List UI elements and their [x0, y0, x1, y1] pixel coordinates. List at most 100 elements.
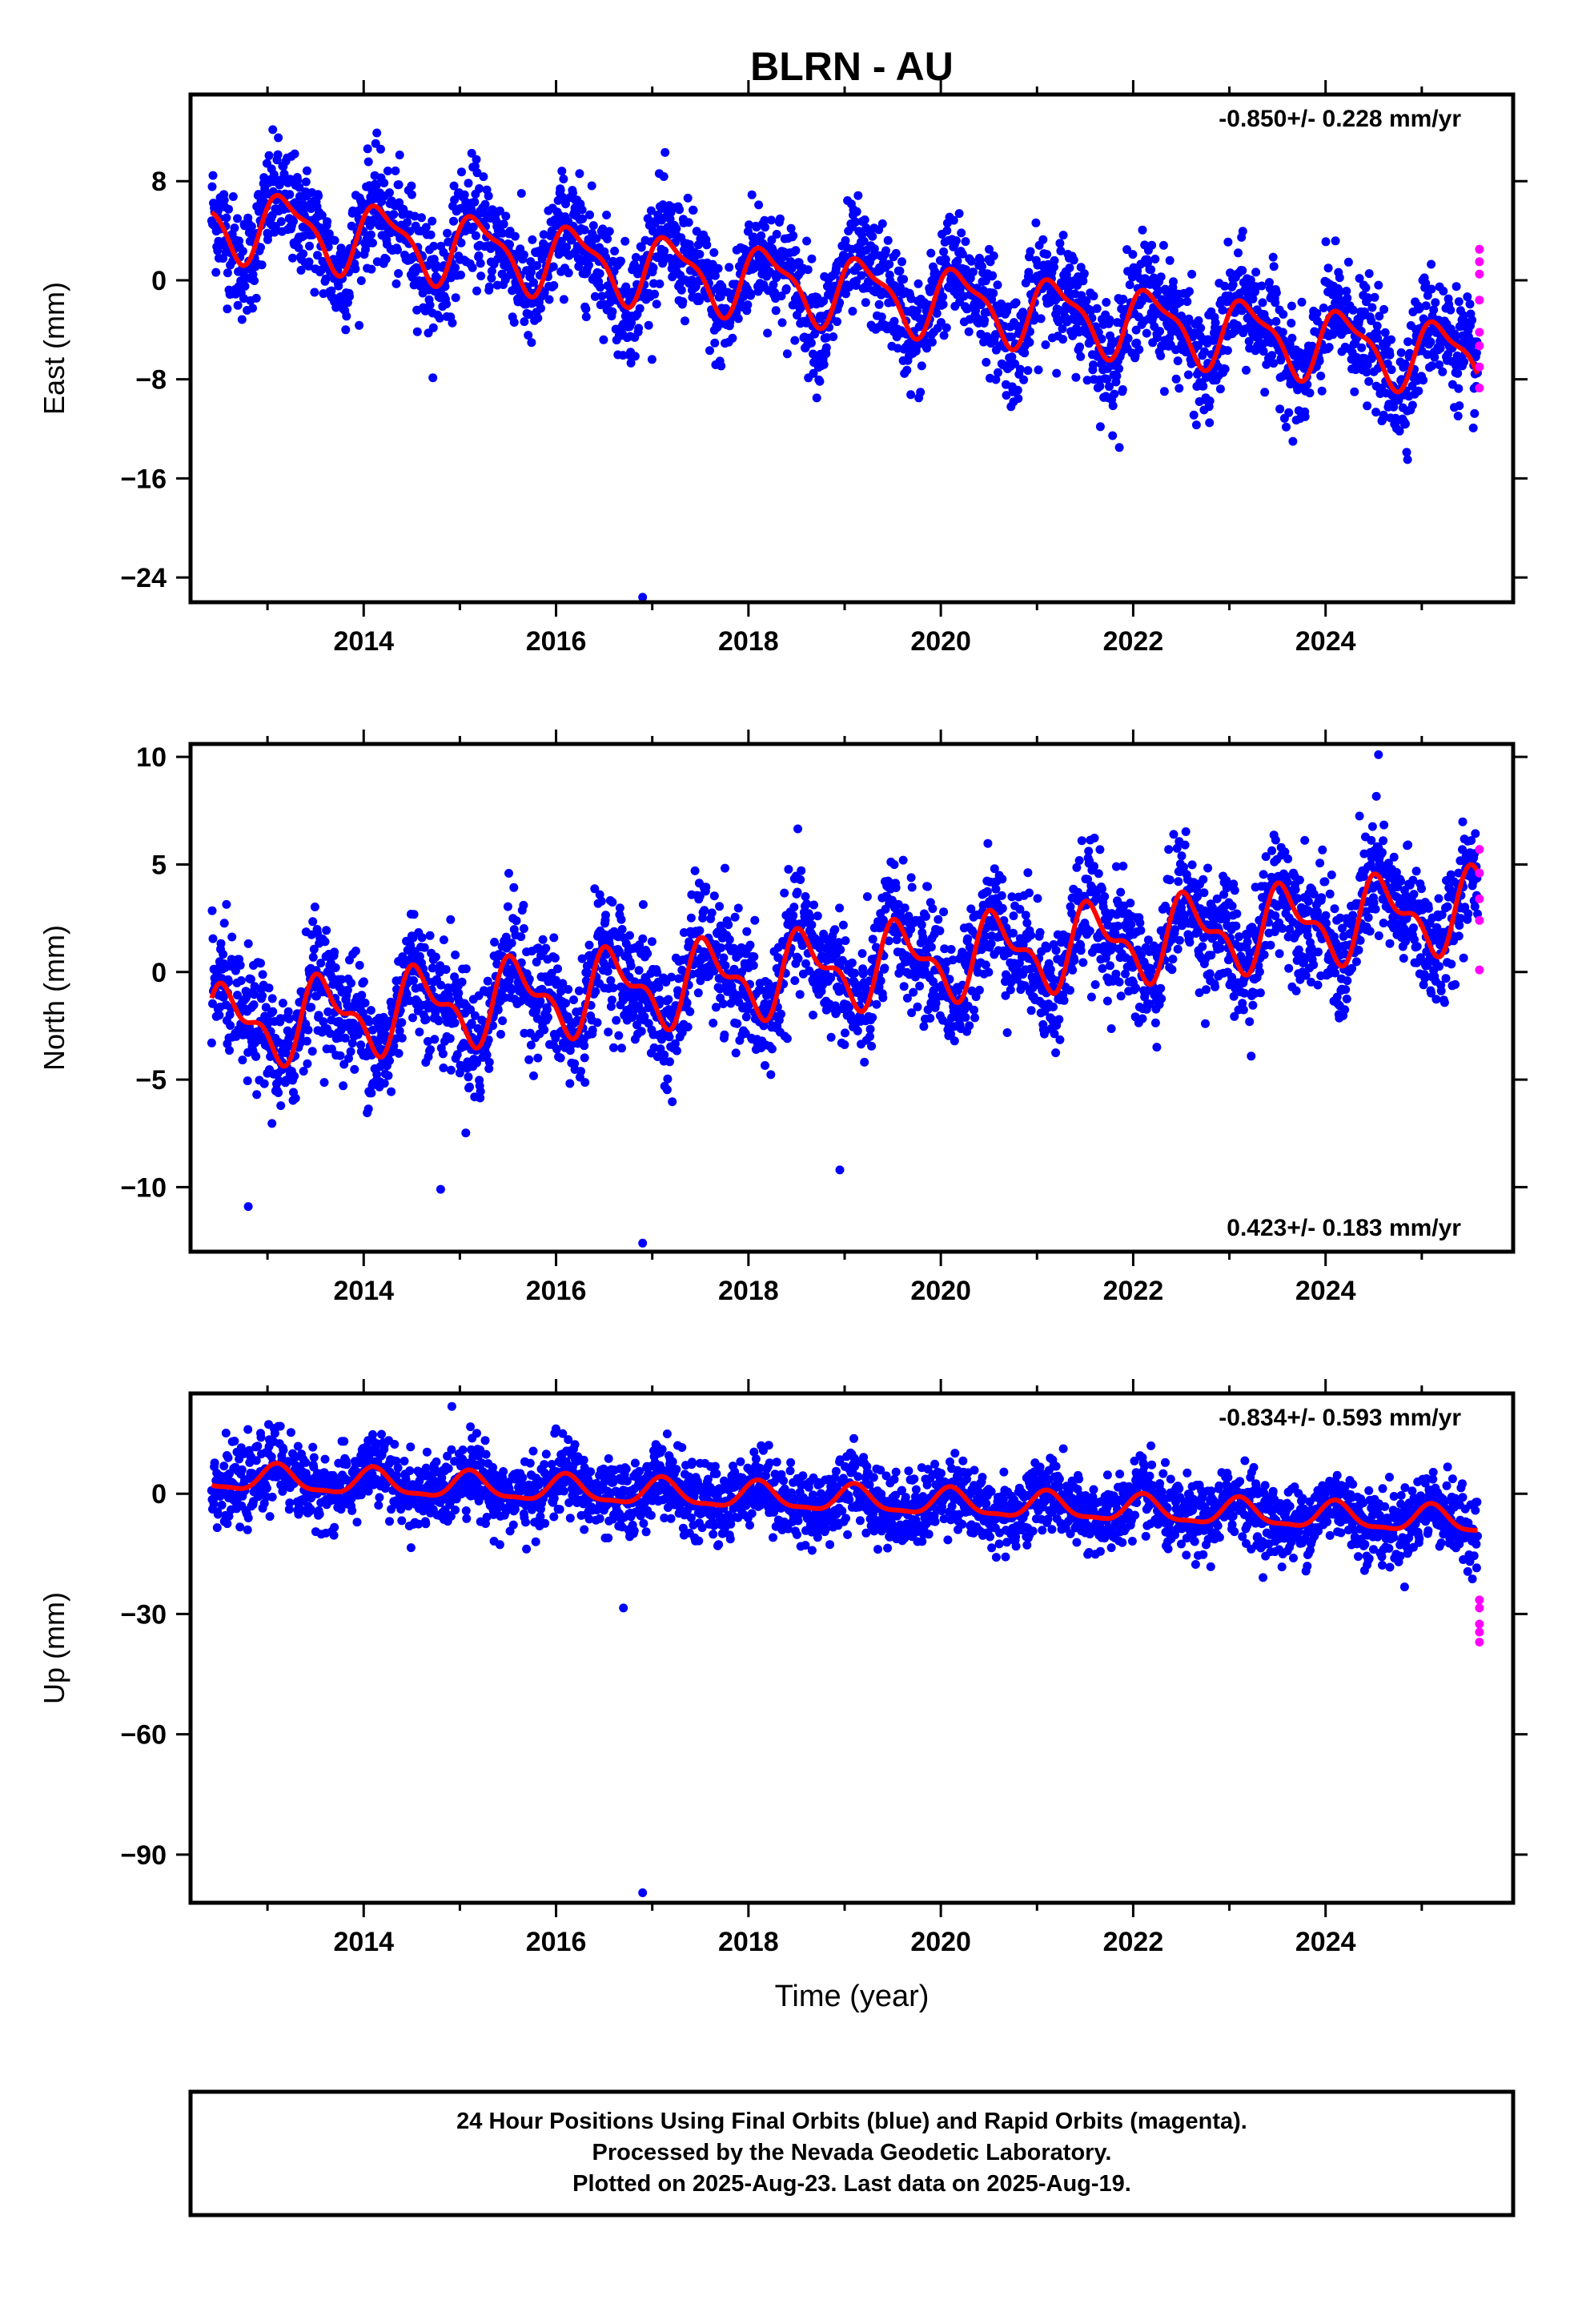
data-point — [1131, 325, 1141, 335]
data-point — [567, 235, 576, 245]
data-point — [436, 980, 446, 990]
data-point — [224, 977, 233, 987]
data-point — [787, 263, 797, 273]
data-point — [1159, 387, 1169, 396]
data-point — [786, 223, 796, 233]
data-point — [927, 337, 937, 347]
data-point — [339, 1081, 348, 1091]
data-point — [730, 912, 740, 922]
data-point — [299, 1067, 308, 1076]
data-point — [937, 318, 946, 328]
data-point — [1300, 412, 1310, 421]
data-point — [498, 1016, 508, 1026]
data-point — [321, 274, 331, 283]
data-point — [1421, 301, 1431, 311]
data-point — [519, 900, 528, 910]
data-point — [665, 1057, 674, 1067]
data-point — [764, 979, 773, 988]
data-point — [833, 317, 841, 327]
data-point — [559, 295, 568, 304]
data-point — [1402, 448, 1411, 457]
data-point — [695, 926, 705, 935]
data-point — [1014, 394, 1023, 404]
data-point — [323, 1007, 333, 1016]
data-point — [366, 1006, 375, 1015]
data-point — [672, 224, 681, 233]
data-point — [1068, 331, 1078, 340]
data-point — [1134, 345, 1144, 354]
data-point — [1026, 247, 1035, 256]
data-point — [942, 226, 952, 235]
data-point — [590, 292, 600, 301]
data-point — [450, 195, 460, 205]
data-point — [526, 1040, 536, 1050]
data-point — [358, 1008, 367, 1018]
data-point — [383, 167, 392, 175]
y-tick-label: −24 — [120, 563, 167, 593]
data-point — [692, 227, 701, 236]
data-point — [327, 286, 336, 296]
data-point — [884, 936, 893, 946]
data-point — [1082, 376, 1092, 385]
data-point — [1009, 928, 1018, 938]
data-point — [587, 181, 596, 191]
data-point — [847, 958, 857, 967]
data-point — [330, 947, 339, 957]
data-point — [883, 235, 893, 245]
data-point — [1379, 410, 1388, 420]
data-point — [557, 167, 567, 176]
data-point — [509, 883, 519, 892]
data-point — [674, 974, 684, 983]
data-point — [371, 180, 381, 190]
data-point — [251, 293, 261, 303]
data-point — [1259, 347, 1268, 356]
data-point — [356, 276, 366, 285]
data-point — [299, 249, 308, 259]
data-point — [1006, 332, 1016, 342]
data-point — [305, 241, 314, 251]
data-point — [898, 855, 908, 865]
data-point — [549, 933, 559, 943]
data-point — [219, 195, 229, 205]
data-point — [381, 255, 391, 264]
data-point — [721, 863, 729, 873]
data-point — [970, 1005, 978, 1015]
data-point — [496, 1030, 505, 1039]
data-point — [1010, 359, 1020, 368]
data-point — [1429, 305, 1439, 315]
data-point — [476, 259, 485, 268]
data-point — [366, 230, 375, 239]
data-point — [761, 223, 769, 232]
data-point — [550, 953, 560, 963]
data-point — [335, 1051, 345, 1060]
data-point — [1287, 333, 1297, 343]
data-point — [361, 245, 370, 255]
data-point — [909, 987, 918, 997]
rapid-point — [1475, 269, 1484, 279]
data-point — [1316, 372, 1326, 380]
data-point — [906, 925, 916, 934]
data-point — [1357, 343, 1367, 352]
data-point — [391, 1034, 400, 1043]
data-point — [465, 1082, 474, 1092]
rapid-point — [1475, 244, 1484, 254]
data-point — [323, 217, 332, 227]
data-point — [1370, 292, 1379, 302]
data-point — [754, 200, 764, 210]
outlier-point — [638, 593, 648, 602]
data-point — [830, 925, 840, 935]
data-point — [745, 940, 755, 950]
data-point — [782, 349, 792, 359]
data-point — [580, 1053, 589, 1063]
data-point — [1173, 356, 1182, 366]
data-point — [368, 1025, 377, 1035]
data-point — [710, 271, 720, 280]
data-point — [901, 951, 911, 960]
data-point — [769, 280, 778, 290]
data-point — [391, 166, 400, 175]
data-point — [294, 243, 303, 252]
data-point — [364, 1017, 374, 1027]
data-point — [395, 1026, 404, 1035]
data-point — [998, 903, 1007, 913]
data-point — [1055, 239, 1065, 248]
